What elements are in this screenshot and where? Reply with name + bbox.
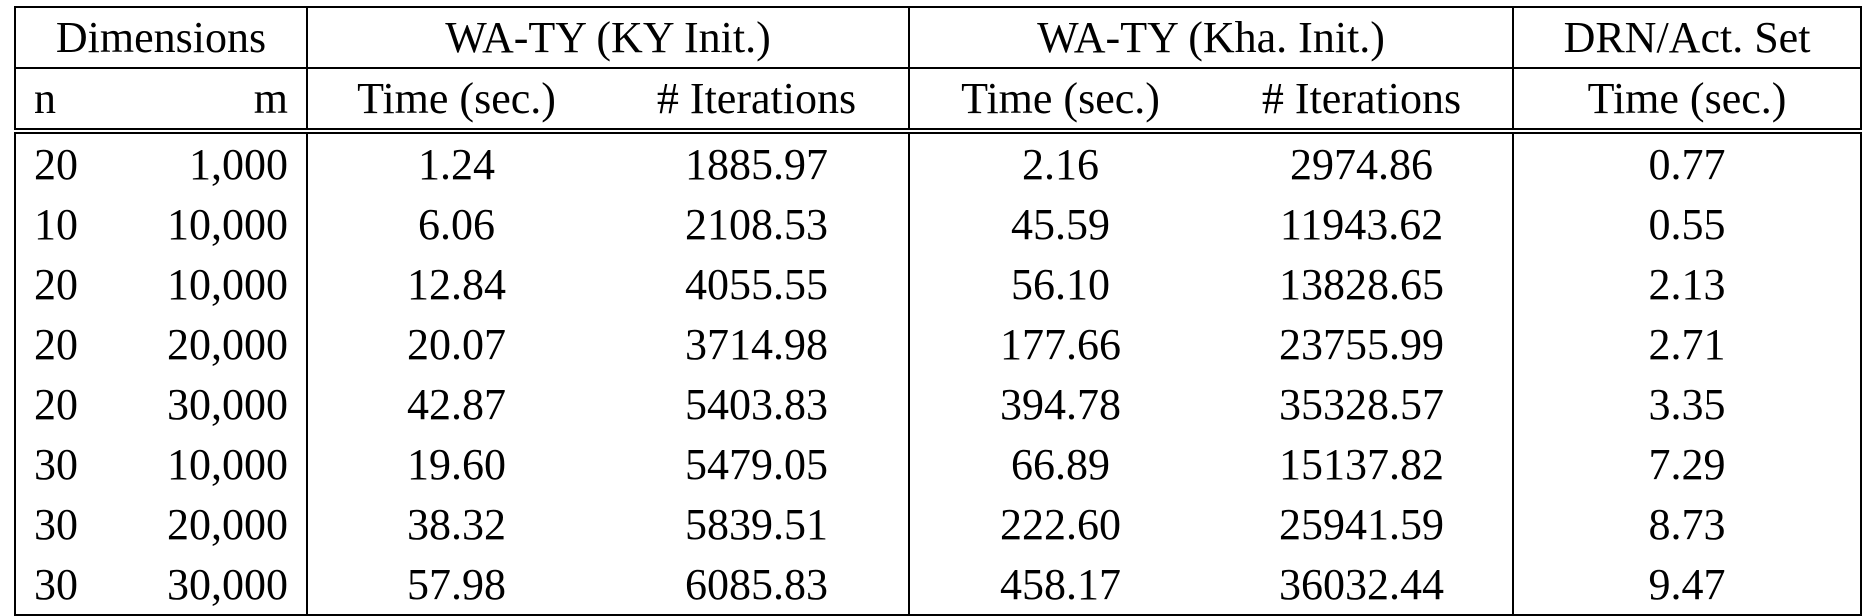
table-row: 30 10,000 19.60 5479.05 66.89 15137.82 7.29 (15, 434, 1862, 494)
table-cell: 6085.83 (685, 559, 829, 609)
results-table: Dimensions WA-TY (KY Init.) WA-TY (Kha. … (14, 6, 1863, 616)
table-cell: 4055.55 (685, 259, 829, 309)
table-cell: 30 (34, 559, 78, 609)
table-cell: 6.06 (306, 194, 606, 254)
table-cell: 9.47 (1512, 554, 1862, 615)
table-cell: 10,000 (167, 259, 289, 309)
table-cell: 2974.86 (1290, 139, 1434, 189)
table-cell: 20 (34, 379, 78, 429)
group-header: Dimensions (15, 7, 308, 69)
column-header: # Iterations (1211, 68, 1514, 134)
table-cell: 30,000 (167, 379, 289, 429)
table-cell: 458.17 (908, 554, 1212, 615)
table-cell: 20,000 (167, 499, 289, 549)
table-cell: 5403.83 (685, 379, 829, 429)
table-cell: 15137.82 (1279, 439, 1445, 489)
table-row: 30 30,000 57.98 6085.83 458.17 36032.44 9.47 (15, 554, 1862, 615)
table-cell: 10,000 (167, 439, 289, 489)
table-cell: 3714.98 (685, 319, 829, 369)
table-cell: 20 (34, 319, 78, 369)
column-header: Time (sec.) (908, 68, 1212, 134)
table-cell: 3.35 (1512, 374, 1862, 434)
table-cell: 222.60 (908, 494, 1212, 554)
table-cell: 5839.51 (685, 499, 829, 549)
table-cell: 20 (34, 139, 78, 189)
table-row: 20 20,000 20.07 3714.98 177.66 23755.99 2.71 (15, 314, 1862, 374)
table-cell: 2.16 (908, 131, 1212, 194)
table-cell: 45.59 (908, 194, 1212, 254)
table-cell: 30,000 (167, 559, 289, 609)
column-header: # Iterations (605, 68, 910, 134)
table-cell: 36032.44 (1279, 559, 1445, 609)
table-cell: 1885.97 (685, 139, 829, 189)
table-cell: 42.87 (306, 374, 606, 434)
table-cell: 0.55 (1512, 194, 1862, 254)
column-header: Time (sec.) (1512, 68, 1862, 134)
table-cell: 394.78 (908, 374, 1212, 434)
table-cell: 20.07 (306, 314, 606, 374)
table-cell: 30 (34, 499, 78, 549)
table-cell: 1.24 (306, 131, 606, 194)
table-cell: 38.32 (306, 494, 606, 554)
table-cell: 20 (34, 259, 78, 309)
column-header-row: n m Time (sec.) # Iterations Time (sec.) # It… (15, 68, 1862, 134)
table-body: 20 1,000 1.24 1885.97 2.16 2974.86 0.77 10 10,00… (15, 131, 1862, 615)
table-row: 20 10,000 12.84 4055.55 56.10 13828.65 2.13 (15, 254, 1862, 314)
table-cell: 57.98 (306, 554, 606, 615)
table-cell: 19.60 (306, 434, 606, 494)
table-cell: 35328.57 (1279, 379, 1445, 429)
table-cell: 7.29 (1512, 434, 1862, 494)
table-cell: 30 (34, 439, 78, 489)
table-row: 10 10,000 6.06 2108.53 45.59 11943.62 0.55 (15, 194, 1862, 254)
table-cell: 23755.99 (1279, 319, 1445, 369)
table-cell: 2.71 (1512, 314, 1862, 374)
table-row: 20 30,000 42.87 5403.83 394.78 35328.57 3.35 (15, 374, 1862, 434)
group-header: WA-TY (KY Init.) (306, 7, 910, 69)
group-header: DRN/Act. Set (1512, 7, 1862, 69)
table-cell: 10,000 (167, 199, 289, 249)
table-cell: 13828.65 (1279, 259, 1445, 309)
table-cell: 11943.62 (1279, 199, 1444, 249)
table-cell: 25941.59 (1279, 499, 1445, 549)
table-cell: 5479.05 (685, 439, 829, 489)
table-cell: 0.77 (1512, 131, 1862, 194)
table-cell: 8.73 (1512, 494, 1862, 554)
group-header: WA-TY (Kha. Init.) (908, 7, 1514, 69)
table-cell: 20,000 (167, 319, 289, 369)
table-cell: 66.89 (908, 434, 1212, 494)
column-header: m (121, 68, 308, 134)
table-cell: 12.84 (306, 254, 606, 314)
table-cell: 56.10 (908, 254, 1212, 314)
column-header: n (15, 68, 121, 134)
table-cell: 10 (34, 199, 78, 249)
table-row: 20 1,000 1.24 1885.97 2.16 2974.86 0.77 (15, 131, 1862, 194)
group-header-row: Dimensions WA-TY (KY Init.) WA-TY (Kha. … (15, 7, 1862, 69)
table-cell: 1,000 (189, 139, 289, 189)
table-cell: 2.13 (1512, 254, 1862, 314)
table-cell: 2108.53 (685, 199, 829, 249)
column-header: Time (sec.) (306, 68, 606, 134)
table-cell: 177.66 (908, 314, 1212, 374)
table-row: 30 20,000 38.32 5839.51 222.60 25941.59 8.73 (15, 494, 1862, 554)
